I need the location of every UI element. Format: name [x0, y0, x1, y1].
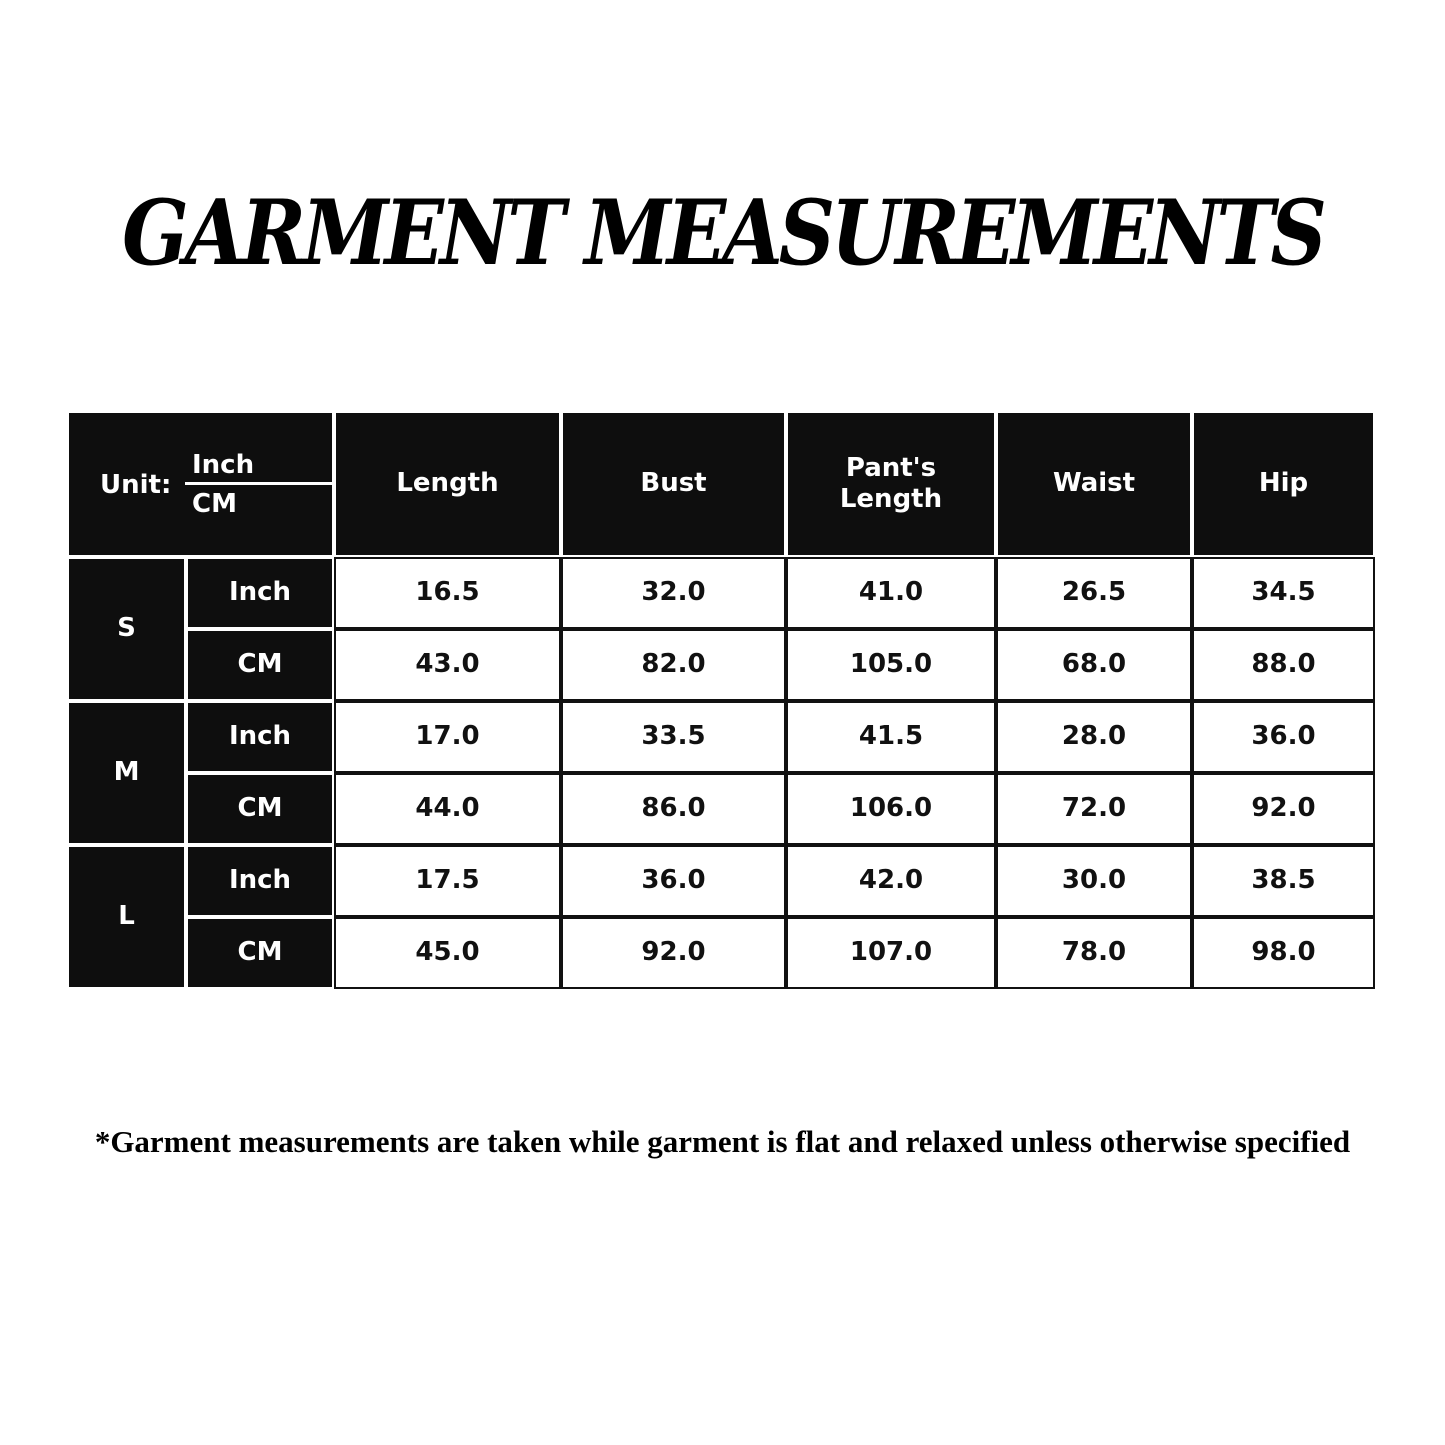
- value-cell: 26.5: [996, 557, 1192, 629]
- value-cell: 86.0: [561, 773, 786, 845]
- value-cell: 72.0: [996, 773, 1192, 845]
- value-cell: 68.0: [996, 629, 1192, 701]
- value-cell: 45.0: [334, 917, 561, 989]
- value-cell: 32.0: [561, 557, 786, 629]
- value-cell: 41.5: [786, 701, 996, 773]
- value-cell: 43.0: [334, 629, 561, 701]
- size-label: L: [67, 845, 186, 989]
- unit-divider: [185, 482, 333, 485]
- column-header: Pant's Length: [786, 411, 996, 557]
- value-cell: 44.0: [334, 773, 561, 845]
- value-cell: 92.0: [561, 917, 786, 989]
- value-cell: 98.0: [1192, 917, 1375, 989]
- value-cell: 105.0: [786, 629, 996, 701]
- value-cell: 36.0: [561, 845, 786, 917]
- value-cell: 41.0: [786, 557, 996, 629]
- size-label: M: [67, 701, 186, 845]
- value-cell: 34.5: [1192, 557, 1375, 629]
- unit-cell: Inch: [186, 557, 334, 629]
- size-label: S: [67, 557, 186, 701]
- unit-inch-label: Inch: [192, 450, 255, 480]
- column-header: Bust: [561, 411, 786, 557]
- value-cell: 17.0: [334, 701, 561, 773]
- unit-cm-label: CM: [192, 489, 237, 519]
- unit-cell: CM: [186, 773, 334, 845]
- page-title: GARMENT MEASUREMENTS: [122, 181, 1327, 286]
- unit-cell: CM: [186, 917, 334, 989]
- value-cell: 38.5: [1192, 845, 1375, 917]
- value-cell: 78.0: [996, 917, 1192, 989]
- value-cell: 16.5: [334, 557, 561, 629]
- unit-cell: Inch: [186, 845, 334, 917]
- value-cell: 88.0: [1192, 629, 1375, 701]
- value-cell: 17.5: [334, 845, 561, 917]
- value-cell: 36.0: [1192, 701, 1375, 773]
- value-cell: 30.0: [996, 845, 1192, 917]
- column-header: Length: [334, 411, 561, 557]
- footnote: *Garment measurements are taken while ga…: [94, 1124, 1351, 1159]
- value-cell: 92.0: [1192, 773, 1375, 845]
- column-header: Waist: [996, 411, 1192, 557]
- column-header: Hip: [1192, 411, 1375, 557]
- value-cell: 107.0: [786, 917, 996, 989]
- value-cell: 33.5: [561, 701, 786, 773]
- value-cell: 28.0: [996, 701, 1192, 773]
- value-cell: 82.0: [561, 629, 786, 701]
- value-cell: 106.0: [786, 773, 996, 845]
- unit-label: Unit:: [100, 470, 172, 500]
- unit-cell: Inch: [186, 701, 334, 773]
- value-cell: 42.0: [786, 845, 996, 917]
- unit-cell: CM: [186, 629, 334, 701]
